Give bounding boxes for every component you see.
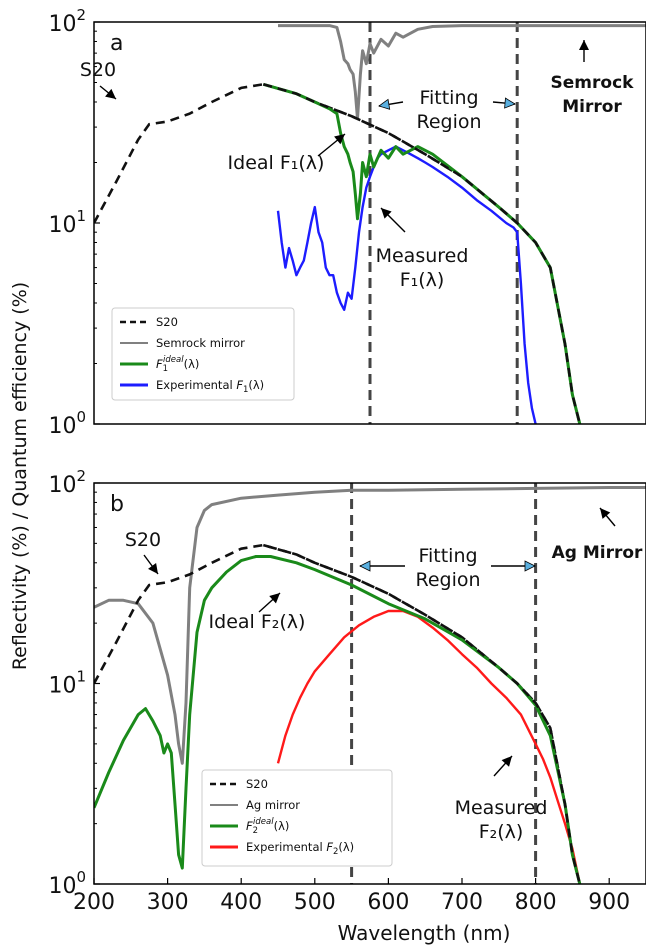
annotation-text: Fitting bbox=[418, 545, 477, 567]
series-line-experimental-f2 bbox=[276, 609, 581, 884]
annotation-text: Semrock bbox=[551, 73, 635, 93]
legend-label-ag-mirror: Ag mirror bbox=[246, 798, 300, 812]
arrow-head bbox=[359, 560, 371, 572]
x-axis-label: Wavelength (nm) bbox=[338, 921, 511, 945]
x-tick-label: 200 bbox=[73, 890, 115, 915]
annotation-text: S20 bbox=[125, 529, 161, 551]
annotation-text: Fitting bbox=[419, 87, 478, 109]
y-tick-label: 100 bbox=[48, 408, 86, 439]
plot-frame bbox=[93, 482, 646, 885]
plot-frame bbox=[93, 21, 646, 425]
series-line-s20 bbox=[94, 83, 582, 424]
annotation-text: S20 bbox=[80, 59, 116, 81]
legend: S20 Ag mirror F2ideal(λ) Experimental F2(λ) bbox=[201, 769, 393, 867]
annotation-text: Region bbox=[415, 569, 480, 591]
x-tick-label: 500 bbox=[294, 890, 336, 915]
arrow-head bbox=[378, 98, 391, 110]
series-line-experimental-f1 bbox=[276, 145, 537, 424]
arrow-head bbox=[579, 40, 589, 50]
legend-label-experimental-f1: Experimental F1(λ) bbox=[156, 378, 264, 395]
legend-box bbox=[201, 769, 393, 867]
y-tick-label: 102 bbox=[48, 6, 86, 37]
legend-label-s20: S20 bbox=[156, 315, 178, 329]
x-tick-label: 700 bbox=[441, 890, 483, 915]
y-tick-label: 102 bbox=[48, 467, 86, 498]
x-tick-label: 300 bbox=[147, 890, 189, 915]
arrow-head bbox=[269, 593, 280, 604]
annotation-text: Measured bbox=[376, 245, 469, 267]
legend-label-semrock-mirror: Semrock mirror bbox=[156, 336, 245, 350]
legend-box bbox=[111, 307, 295, 401]
arrow-head bbox=[504, 97, 516, 109]
y-tick-label: 101 bbox=[48, 207, 86, 238]
annotation-text: Ag Mirror bbox=[552, 543, 643, 563]
legend-label-experimental-f2: Experimental F2(λ) bbox=[246, 840, 354, 857]
annotation-text: F₁(λ) bbox=[400, 269, 445, 291]
series-group bbox=[94, 486, 646, 884]
annotation-ideal-f: Ideal F₁(λ) bbox=[228, 133, 346, 174]
y-tick-label: 101 bbox=[48, 668, 86, 699]
arrow-head bbox=[334, 134, 345, 145]
annotation-s20: S20 bbox=[80, 59, 117, 100]
arrow-head bbox=[501, 756, 512, 767]
x-tick-label: 600 bbox=[367, 890, 409, 915]
panel-label: b bbox=[110, 492, 124, 517]
series-group bbox=[94, 24, 646, 424]
annotation-text: Mirror bbox=[562, 97, 622, 117]
series-line-s20 bbox=[94, 543, 582, 884]
annotation-text: Ideal F₁(λ) bbox=[228, 152, 325, 174]
panel-label: a bbox=[110, 31, 123, 56]
y-tick-label: 100 bbox=[48, 868, 86, 899]
annotation-s20: S20 bbox=[125, 529, 161, 575]
annotation-text: Measured bbox=[455, 797, 548, 819]
arrow-head bbox=[105, 88, 116, 99]
series-line-ag-mirror bbox=[94, 486, 646, 765]
legend: S20 Semrock mirror F1ideal(λ) Experimental … bbox=[111, 307, 295, 401]
arrow-head bbox=[381, 208, 392, 219]
x-tick-label: 400 bbox=[220, 890, 262, 915]
legend-label-s20: S20 bbox=[246, 777, 268, 791]
legend-label-f2-ideal: F2ideal(λ) bbox=[246, 817, 289, 836]
x-tick-label: 800 bbox=[515, 890, 557, 915]
annotation-ag-mirror: Ag Mirror bbox=[552, 507, 643, 563]
arrow-head bbox=[600, 508, 611, 519]
series-line-s20-overlay bbox=[262, 83, 582, 424]
annotation-semrock-mirror: Semrock Mirror bbox=[551, 40, 635, 117]
series-line-s20-overlay bbox=[262, 543, 582, 884]
annotation-text: F₂(λ) bbox=[479, 821, 524, 843]
annotation-text: Region bbox=[416, 111, 481, 133]
arrow-head bbox=[148, 562, 158, 574]
x-tick-label: 900 bbox=[588, 890, 630, 915]
annotation-text: Ideal F₂(λ) bbox=[209, 611, 306, 633]
arrow-head bbox=[524, 560, 536, 572]
legend-label-f1-ideal: F1ideal(λ) bbox=[156, 355, 199, 374]
annotation-ideal-f: Ideal F₂(λ) bbox=[209, 592, 306, 633]
series-line-semrock-mirror bbox=[278, 24, 646, 121]
y-axis-label: Reflectivity (%) / Quantum efficiency (%… bbox=[9, 282, 31, 670]
